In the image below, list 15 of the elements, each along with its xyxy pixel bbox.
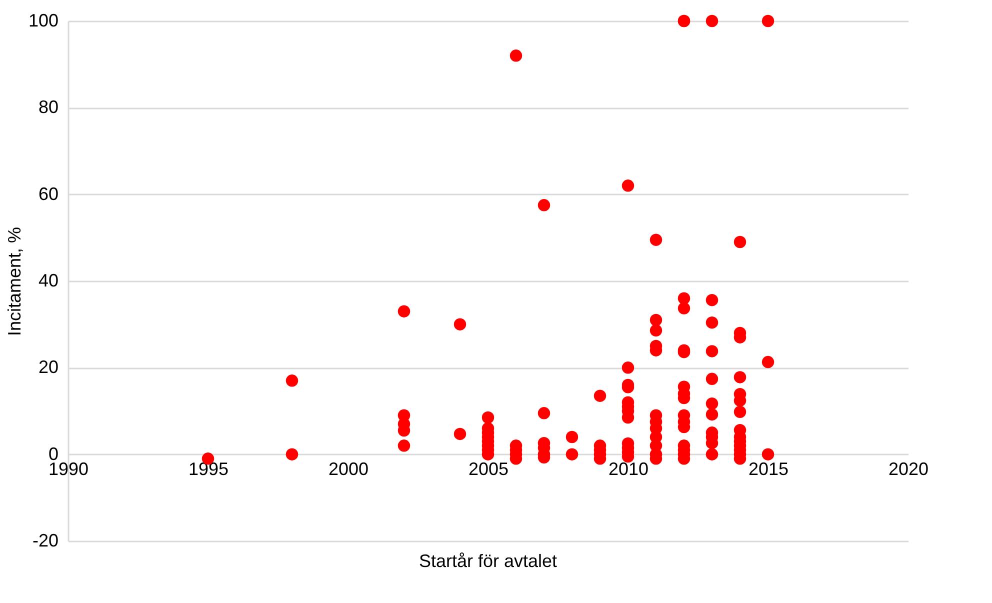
y-tick-label: 100	[28, 10, 58, 30]
y-axis-title: Incitament, %	[4, 226, 24, 336]
x-tick-label: 1995	[188, 458, 229, 479]
x-tick-label: 2000	[328, 458, 369, 479]
y-tick-label: 80	[38, 97, 58, 118]
y-tick-label: 60	[38, 184, 58, 204]
y-tick-label: 20	[38, 357, 58, 378]
x-tick-label: 2020	[888, 458, 929, 479]
x-tick-label: 2005	[468, 458, 509, 479]
y-tick-label: 40	[38, 270, 58, 290]
x-tick-label: 2015	[748, 458, 789, 479]
x-tick-label: 2010	[608, 458, 649, 479]
y-tick-label: -20	[32, 530, 58, 550]
y-tick-label: 0	[48, 444, 58, 464]
x-axis-title: Startår för avtalet	[418, 551, 558, 571]
